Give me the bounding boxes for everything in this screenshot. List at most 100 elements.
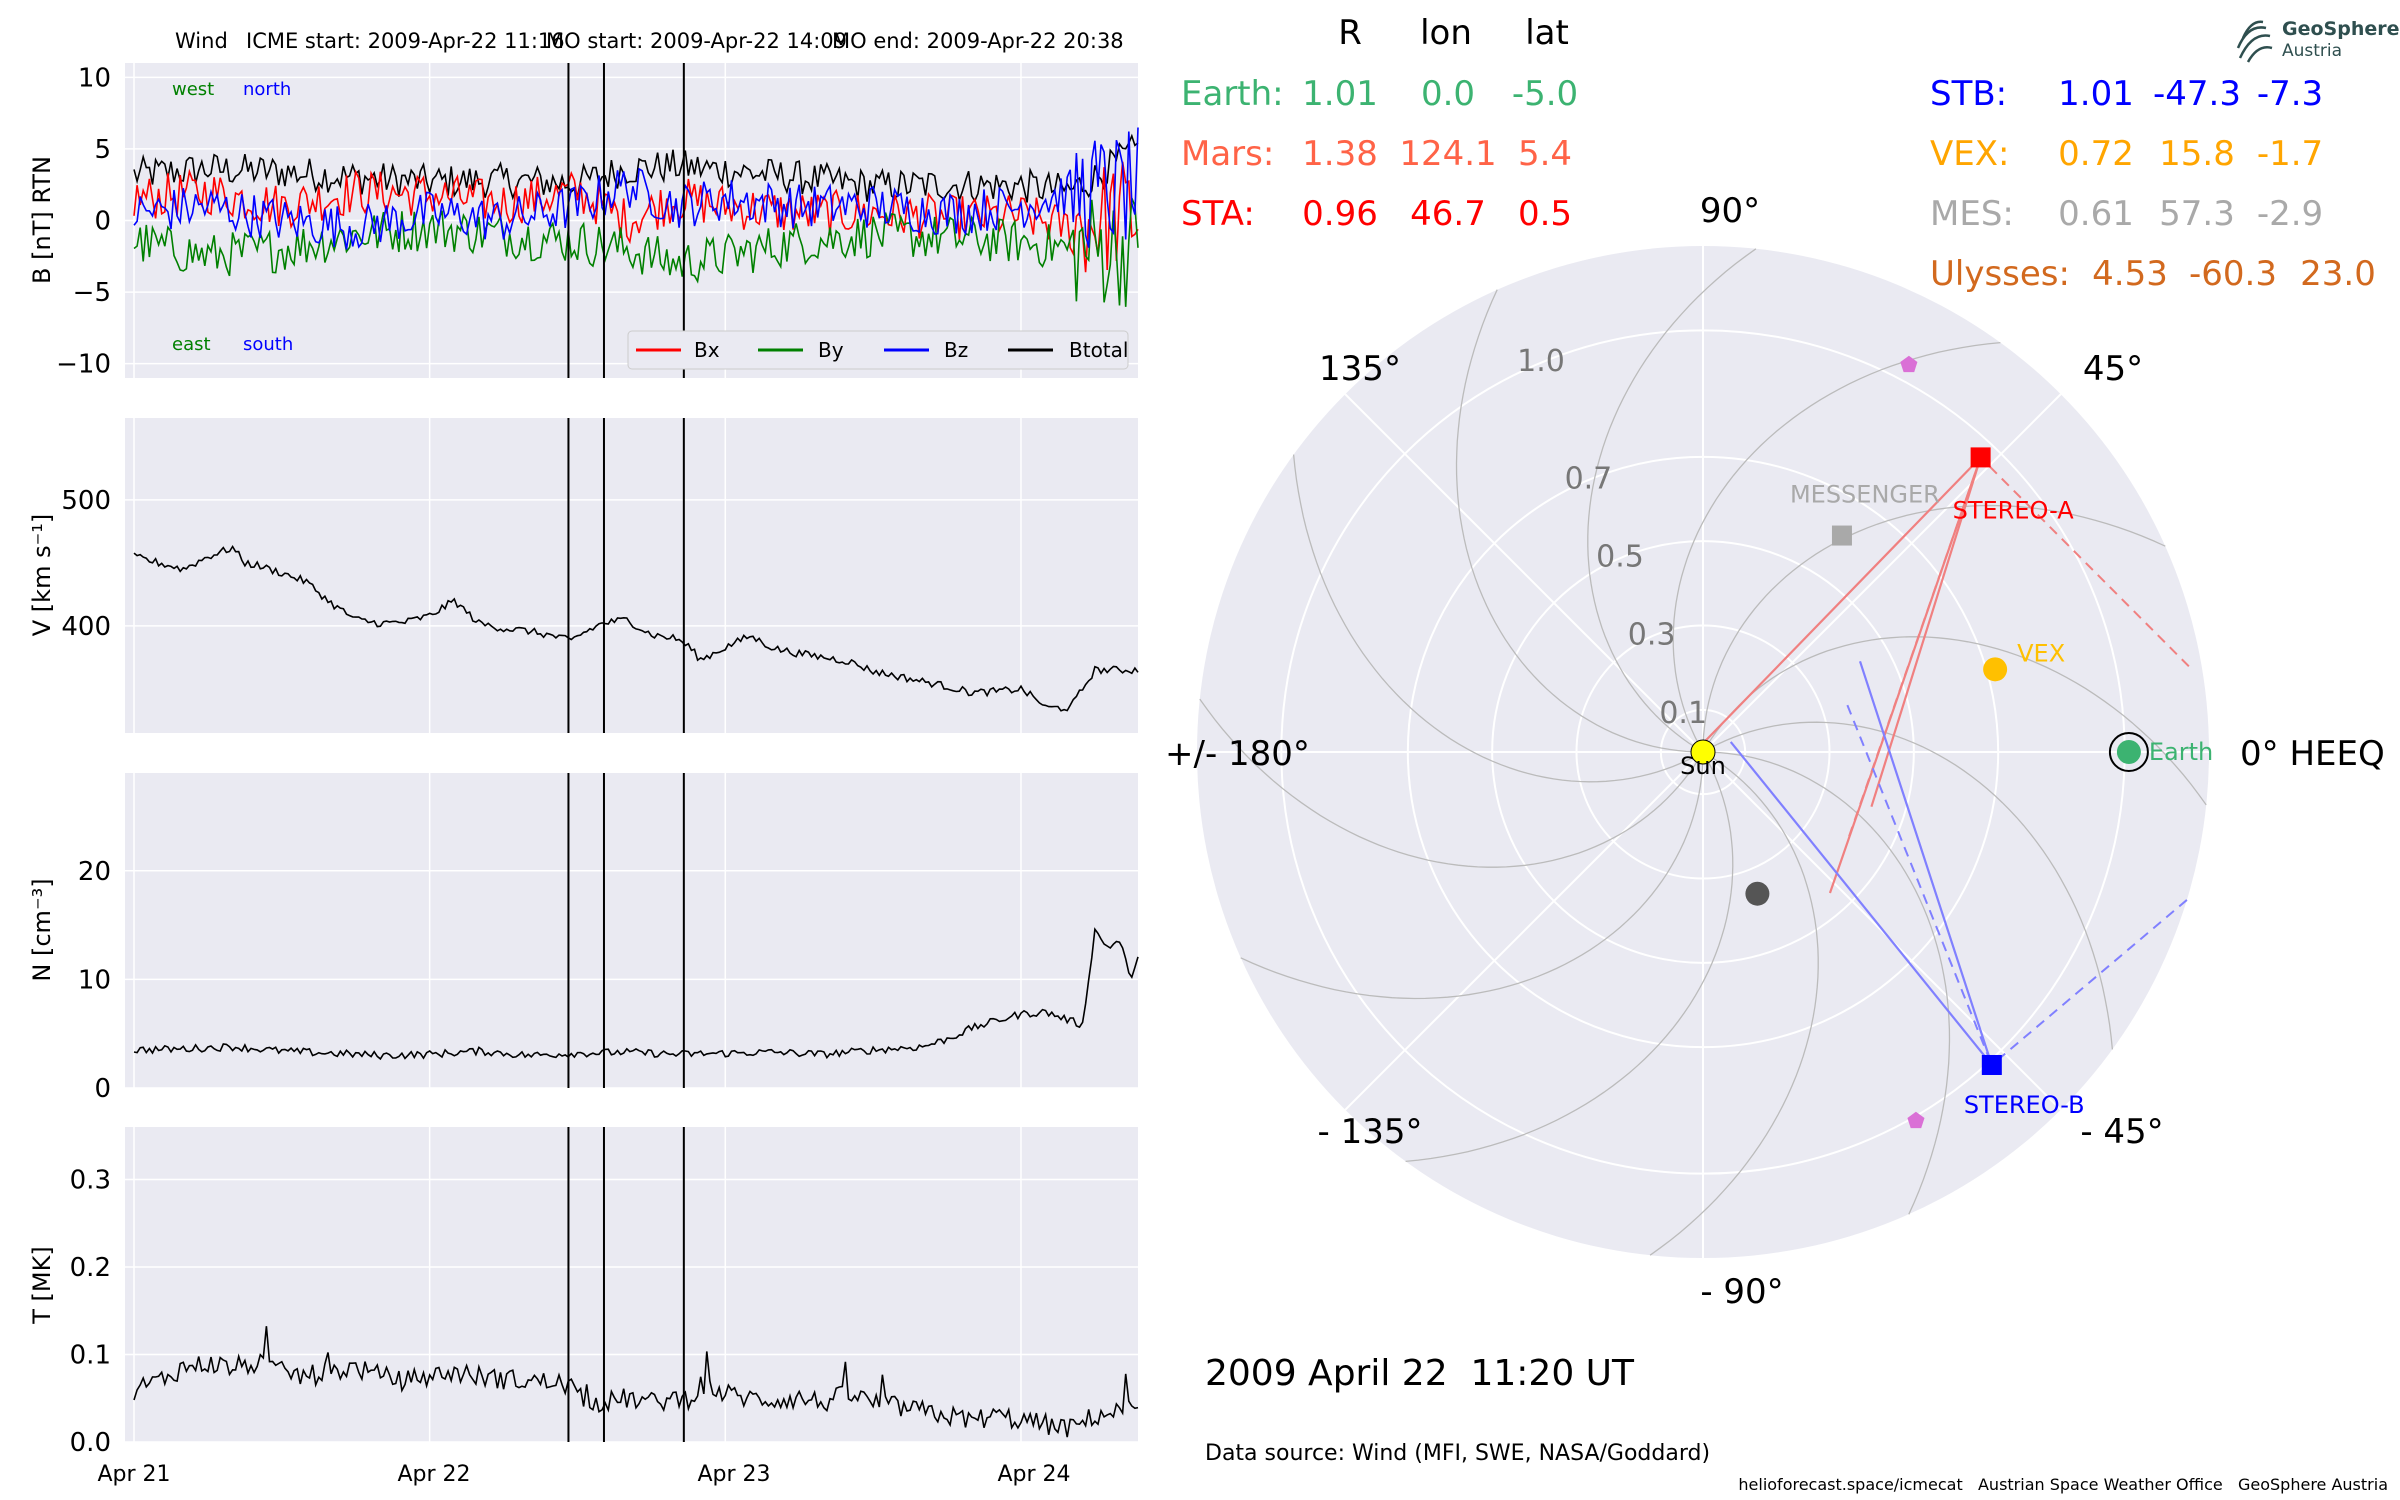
label-vex: VEX: [2017, 639, 2065, 667]
annotation-east: east: [172, 334, 211, 355]
parker-spiral: [1702, 636, 2207, 806]
legend-box: [627, 330, 1129, 370]
panel-v-ylabel: V [km s⁻¹]: [28, 514, 56, 636]
y-tick-label: 10: [78, 965, 111, 995]
y-tick-label: 0.0: [70, 1428, 111, 1458]
title-icme-start: ICME start: 2009-Apr-22 11:16: [246, 29, 565, 53]
panel-t-background: [125, 1127, 1138, 1442]
table-mars-lat: 5.4: [1518, 134, 1572, 174]
angle-label: +/- 180°: [1165, 734, 1310, 774]
y-tick-label: −10: [56, 350, 111, 380]
table-mes-lat: -2.9: [2257, 194, 2323, 234]
data-source: Data source: Wind (MFI, SWE, NASA/Goddar…: [1205, 1441, 1710, 1466]
r-tick-label: 0.7: [1565, 461, 1613, 496]
angle-label: 135°: [1319, 349, 1401, 389]
table-earth-lat: -5.0: [1512, 74, 1578, 114]
angle-label: - 45°: [2080, 1112, 2163, 1152]
series-line-bx: [133, 161, 1139, 273]
panel-n-background: [125, 773, 1138, 1088]
stereo-b-view-line-dashed: [1846, 704, 1993, 1066]
angle-label: 0° HEEQ: [2240, 734, 2385, 774]
panel-b-series: [133, 127, 1139, 307]
r-tick-label: 0.1: [1659, 696, 1707, 731]
logo-line1: GeoSphere: [2282, 18, 2400, 40]
table-ulysses-r: 4.53: [2092, 254, 2168, 294]
series-line-v: [133, 544, 1139, 712]
marker-stereo-b: [1981, 1054, 2002, 1075]
timestamp: 2009 April 22 11:20 UT: [1205, 1353, 1635, 1394]
panel-n-grid: [125, 870, 1138, 1089]
panel-v-grid-v: [133, 418, 1022, 733]
polar-plot: Sun Earth STEREO-A STEREO-B VEX MESSENGER 0.1…: [1165, 191, 2385, 1312]
table-vex-r: 0.72: [2058, 134, 2134, 174]
panel-v-yticks: 500 400: [61, 486, 111, 642]
angle-label: 45°: [2083, 349, 2143, 389]
panel-n-grid-v: [133, 773, 1022, 1088]
table-vex-lat: -1.7: [2257, 134, 2323, 174]
table-ulysses-lon: -60.3: [2189, 254, 2277, 294]
marker-solar-orbiter: [1900, 355, 1918, 373]
title-mo-start: MO start: 2009-Apr-22 14:09: [546, 29, 847, 53]
panel-n-series: [133, 927, 1139, 1061]
stereo-b-view-line: [1729, 741, 1993, 1066]
y-tick-label: 20: [78, 857, 111, 887]
credits: helioforecast.space/icmecat Austrian Spa…: [1738, 1475, 2388, 1494]
panel-density: 20 10 0 N [cm⁻³]: [28, 773, 1139, 1104]
stereo-a-view-line: [1693, 456, 1982, 753]
table-mes-r: 0.61: [2058, 194, 2134, 234]
series-line-t: [133, 1326, 1139, 1438]
table-stb-lat: -7.3: [2257, 74, 2323, 114]
table-mars-lon: 124.1: [1399, 134, 1496, 174]
y-tick-label: 0.3: [70, 1166, 111, 1196]
y-tick-label: 400: [61, 612, 111, 642]
panel-t-ylabel: T [MK]: [28, 1246, 56, 1324]
panel-b-yticks: 10 5 0 −5 −10: [56, 63, 111, 379]
geosphere-logo: GeoSphere Austria: [2236, 18, 2400, 63]
polar-field-lines: [1693, 456, 2190, 1066]
table-header-r: R: [1338, 13, 1362, 53]
stereo-b-view-line: [1858, 661, 1993, 1066]
timeseries-title: Wind ICME start: 2009-Apr-22 11:16 MO st…: [175, 29, 1124, 53]
legend-bx-label: Bx: [694, 338, 720, 362]
panel-speed: 500 400 V [km s⁻¹]: [28, 418, 1139, 733]
stereo-b-view-line-dashed: [1991, 899, 2188, 1066]
polar-r-labels: 0.1 0.3 0.5 0.7 1.0: [1517, 344, 1707, 731]
polar-spirals: [1199, 248, 2207, 1256]
annotation-north: north: [243, 79, 291, 100]
table-left-rows: Earth: 1.01 0.0 -5.0 Mars: 1.38 124.1 5.4 STA: 0.…: [1181, 74, 1578, 234]
y-tick-label: 0: [94, 207, 111, 237]
marker-earth: [2116, 740, 2141, 764]
marker-parker-solar-probe: [1907, 1111, 1925, 1129]
label-messenger: MESSENGER: [1790, 481, 1940, 509]
parker-spiral: [1649, 751, 1819, 1256]
panel-t-grid-v: [133, 1127, 1022, 1442]
polar-spoke: [1702, 751, 2062, 1111]
table-stb-r: 1.01: [2058, 74, 2134, 114]
geosphere-logo-icon: [2236, 20, 2273, 63]
panel-v-series: [133, 544, 1139, 712]
panel-temperature: 0.3 0.2 0.1 0.0 T [MK]: [28, 1127, 1139, 1458]
title-mo-end: MO end: 2009-Apr-22 20:38: [832, 29, 1124, 53]
series-line-n: [133, 927, 1139, 1061]
marker-messenger: [1831, 525, 1852, 546]
x-axis-ticks: Apr 21 Apr 22 Apr 23 Apr 24: [97, 1462, 1070, 1487]
legend-btotal-label: Btotal: [1069, 338, 1128, 362]
y-tick-label: 0.2: [70, 1253, 111, 1283]
table-vex-name: VEX:: [1930, 134, 2010, 174]
panel-t-grid: [125, 1178, 1138, 1443]
r-tick-label: 1.0: [1517, 344, 1565, 379]
table-sta-name: STA:: [1181, 194, 1255, 234]
legend-bz-label: Bz: [944, 338, 968, 362]
series-line-bz: [133, 127, 1139, 250]
parker-spiral: [1672, 341, 2001, 753]
polar-spoke: [1344, 393, 1704, 753]
parker-spiral: [1587, 248, 1757, 753]
position-table: R lon lat Earth: 1.01 0.0 -5.0 Mars: 1.38 124.…: [1181, 13, 2376, 294]
legend-by-label: By: [818, 338, 844, 362]
label-stereo-a: STEREO-A: [1953, 496, 2075, 524]
panel-n-yticks: 20 10 0: [78, 857, 111, 1104]
y-tick-label: 10: [78, 63, 111, 93]
parker-spiral: [1199, 698, 1704, 868]
parker-spiral: [1240, 751, 1704, 1000]
